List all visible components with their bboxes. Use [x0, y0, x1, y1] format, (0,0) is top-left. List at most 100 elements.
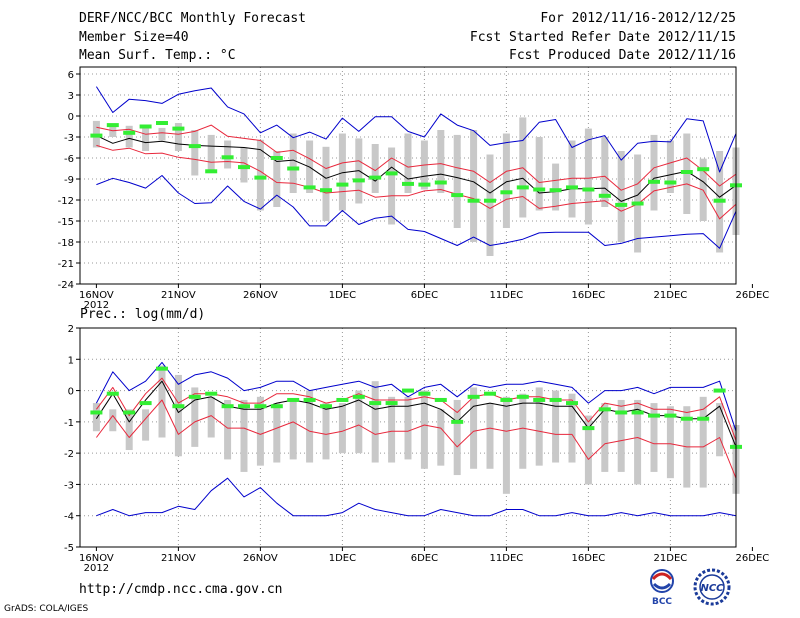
panel1-box-11: [256, 139, 264, 211]
panel2-box-38: [699, 396, 707, 488]
panel1-box-6: [174, 123, 182, 151]
forecast-period: For 2012/11/16-2012/12/25: [540, 11, 736, 26]
panel1-box-3: [125, 125, 133, 148]
panel2-box-23: [453, 399, 461, 476]
panel1-xtick-label-3: 1DEC: [329, 290, 356, 301]
panel1-box-24: [470, 130, 478, 242]
panel2-box-2: [109, 409, 117, 432]
panel1-box-18: [371, 144, 379, 193]
panel2-box-11: [256, 396, 264, 466]
panel1-box-33: [617, 151, 625, 242]
panel1-median-11: [254, 175, 267, 180]
source-url[interactable]: http://cmdp.ncc.cma.gov.cn: [79, 582, 283, 597]
panel2-box-22: [437, 409, 445, 466]
panel2-box-4: [142, 409, 150, 441]
panel1-box-4: [142, 125, 150, 151]
panel1-box-36: [666, 140, 674, 193]
panel1-median-22: [434, 180, 447, 185]
panel1-box-22: [437, 130, 445, 193]
panel2-median-34: [631, 410, 644, 415]
panel1-ytick-label-1: 3: [68, 91, 74, 102]
panel1-box-13: [289, 133, 297, 193]
panel2-median-18: [369, 401, 382, 406]
panel2-xtick-label-3: 1DEC: [329, 553, 356, 564]
panel2-ytick-label-0: 2: [68, 324, 74, 335]
panel2-median-6: [172, 404, 185, 409]
panel1-line-member-minimum: [96, 175, 737, 249]
panel2-median-8: [205, 391, 218, 396]
panel1-box-16: [338, 133, 346, 211]
panel1-median-8: [205, 169, 218, 174]
panel1-box-29: [552, 163, 560, 211]
panel1-year-label: 2012: [84, 300, 109, 311]
panel1-median-26: [500, 190, 513, 195]
panel2-box-24: [470, 387, 478, 469]
panel2-median-9: [221, 404, 234, 409]
panel2-box-10: [240, 399, 248, 472]
panel2-median-38: [697, 416, 710, 421]
panel1-median-2: [106, 123, 119, 128]
panel2-xtick-label-2: 26NOV: [243, 553, 278, 564]
panel1-ytick-label-7: -15: [58, 217, 74, 228]
ncc-logo-text: NCC: [700, 583, 724, 594]
panel1-median-24: [467, 198, 480, 203]
panel2-line-lower-spread: [95, 399, 737, 479]
panel2-box-13: [289, 399, 297, 460]
panel1-median-5: [156, 121, 168, 125]
panel2-median-30: [566, 401, 578, 406]
panel2-year-label: 2012: [84, 563, 109, 574]
panel2-median-29: [549, 397, 562, 402]
panel2-median-21: [418, 391, 431, 396]
panel2-box-8: [207, 396, 215, 438]
panel1-xtick-label-0: 16NOV: [79, 290, 114, 301]
panel2-median-2: [106, 391, 119, 396]
panel2-ytick-label-2: 0: [68, 387, 74, 398]
panel2-box-17: [355, 390, 363, 454]
panel1-box-7: [191, 130, 199, 176]
panel2-box-18: [371, 381, 379, 463]
panel2-xtick-label-4: 6DEC: [411, 553, 438, 564]
panel1-line-lower-spread: [96, 144, 737, 220]
panel1-median-3: [123, 130, 136, 135]
bcc-logo: BCC: [650, 569, 674, 607]
panel2-xtick-label-1: 21NOV: [161, 553, 196, 564]
panel1-box-9: [224, 140, 232, 169]
fcst-started-date: Fcst Started Refer Date 2012/11/15: [469, 30, 736, 45]
panel2-box-19: [388, 396, 396, 463]
panel1-box-20: [404, 133, 412, 193]
panel1-xtick-label-1: 21NOV: [161, 290, 196, 301]
panel2-median-25: [484, 391, 496, 396]
panel1-median-32: [598, 193, 611, 198]
panel1-box-30: [568, 140, 576, 218]
panel1-ytick-label-2: 0: [68, 112, 74, 123]
panel2-box-35: [650, 403, 658, 472]
panel2-xtick-label-5: 11DEC: [490, 553, 524, 564]
panel2-box-25: [486, 403, 494, 469]
panel1-box-2: [109, 126, 117, 137]
panel1-box-26: [502, 133, 510, 228]
panel1-median-39: [713, 198, 726, 203]
panel2-median-5: [156, 366, 168, 371]
panel1-median-37: [680, 170, 693, 174]
panel1-ytick-label-4: -6: [64, 154, 74, 165]
panel1-ytick-label-6: -12: [58, 196, 74, 207]
panel1-median-33: [615, 202, 628, 207]
panel2-median-32: [598, 407, 611, 412]
panel2-ytick-label-5: -3: [64, 480, 74, 491]
panel2-xtick-label-0: 16NOV: [79, 553, 114, 564]
panel2-box-12: [273, 403, 281, 463]
panel2-median-35: [648, 413, 660, 418]
panel1-median-38: [697, 167, 710, 172]
panel1-box-19: [388, 147, 396, 225]
panel2-median-10: [238, 404, 250, 409]
panel1-median-27: [516, 185, 529, 190]
panel2-box-20: [404, 396, 412, 460]
fcst-produced-date: Fcst Produced Date 2012/11/16: [509, 48, 736, 63]
panel1-median-36: [664, 180, 677, 185]
panel1-xtick-label-6: 16DEC: [572, 290, 606, 301]
panel2-median-12: [270, 404, 283, 409]
panel1-ytick-label-5: -9: [64, 175, 74, 186]
panel2-box-39: [716, 403, 724, 457]
panel2-box-33: [617, 399, 625, 472]
